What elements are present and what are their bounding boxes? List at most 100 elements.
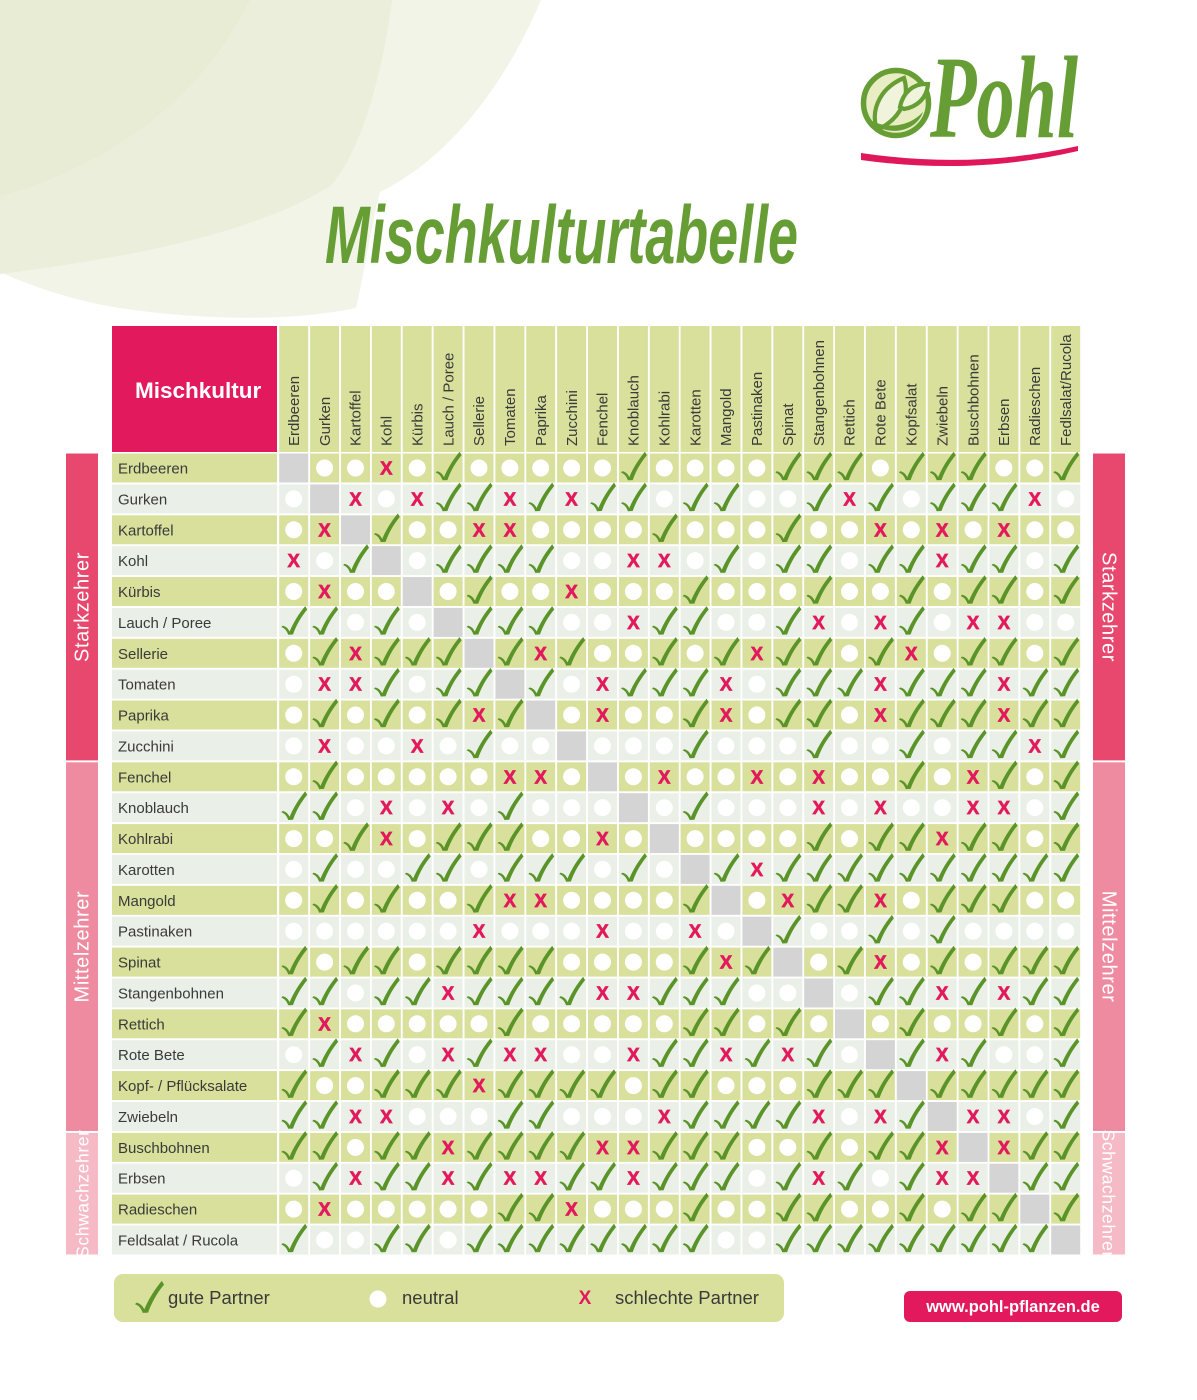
svg-text:X: X [874,519,887,540]
svg-text:Kohl: Kohl [379,416,396,446]
svg-text:X: X [535,890,548,911]
svg-text:X: X [874,952,887,973]
svg-text:X: X [380,1106,393,1127]
svg-text:Kopf- / Pflücksalate: Kopf- / Pflücksalate [118,1078,247,1095]
svg-text:X: X [596,674,609,695]
svg-text:X: X [380,797,393,818]
svg-text:X: X [936,1137,949,1158]
svg-text:X: X [936,519,949,540]
svg-text:X: X [627,1137,640,1158]
svg-text:Rettich: Rettich [842,399,859,446]
svg-text:X: X [874,797,887,818]
svg-text:Schwachzehrer: Schwachzehrer [73,1129,93,1257]
svg-text:X: X [998,519,1011,540]
svg-text:X: X [936,550,949,571]
svg-text:X: X [813,766,826,787]
svg-text:Spinat: Spinat [118,955,161,972]
svg-text:X: X [658,766,671,787]
svg-text:X: X [504,890,517,911]
svg-text:Radieschen: Radieschen [118,1202,197,1219]
svg-text:Pastinaken: Pastinaken [118,924,192,941]
svg-text:X: X [318,519,331,540]
svg-text:Kohlrabi: Kohlrabi [657,391,674,446]
svg-text:X: X [318,674,331,695]
svg-text:X: X [874,1106,887,1127]
svg-text:X: X [998,612,1011,633]
svg-text:X: X [596,705,609,726]
svg-text:Lauch / Poree: Lauch / Poree [440,353,457,446]
svg-text:X: X [967,766,980,787]
svg-text:Spinat: Spinat [780,403,797,446]
svg-text:X: X [473,1075,486,1096]
svg-text:X: X [720,1044,733,1065]
svg-text:X: X [349,1044,362,1065]
svg-text:X: X [874,674,887,695]
svg-text:X: X [967,612,980,633]
svg-text:X: X [998,1137,1011,1158]
svg-text:X: X [627,1168,640,1189]
svg-text:X: X [596,828,609,849]
svg-text:Starkzehrer: Starkzehrer [1098,552,1120,662]
svg-text:X: X [813,612,826,633]
svg-text:X: X [535,766,548,787]
svg-text:X: X [442,1137,455,1158]
svg-text:X: X [473,519,486,540]
svg-text:Mittelzehrer: Mittelzehrer [72,891,94,1003]
svg-text:X: X [874,890,887,911]
svg-text:X: X [751,643,764,664]
svg-text:X: X [874,612,887,633]
svg-text:Erdbeeren: Erdbeeren [118,461,188,478]
svg-text:X: X [504,519,517,540]
svg-text:Radieschen: Radieschen [1027,367,1044,446]
svg-text:Karotten: Karotten [687,389,704,446]
svg-text:X: X [998,983,1011,1004]
svg-text:Zucchini: Zucchini [564,390,581,446]
svg-text:www.pohl-pflanzen.de: www.pohl-pflanzen.de [925,1298,1100,1316]
svg-text:Fenchel: Fenchel [595,393,612,446]
svg-text:Tomaten: Tomaten [502,388,519,446]
svg-text:X: X [318,735,331,756]
svg-text:X: X [349,643,362,664]
svg-text:X: X [967,1168,980,1189]
svg-text:X: X [627,550,640,571]
svg-text:X: X [535,1044,548,1065]
svg-text:X: X [843,488,856,509]
svg-text:Zwiebeln: Zwiebeln [118,1109,178,1126]
svg-text:X: X [936,983,949,1004]
svg-text:Gurken: Gurken [317,397,334,446]
svg-text:Knoblauch: Knoblauch [118,800,189,817]
svg-text:X: X [998,797,1011,818]
svg-text:X: X [318,1013,331,1034]
svg-text:X: X [504,1168,517,1189]
svg-text:X: X [318,581,331,602]
svg-text:X: X [349,488,362,509]
svg-text:X: X [967,1106,980,1127]
svg-text:Lauch / Poree: Lauch / Poree [118,615,211,632]
svg-text:Kürbis: Kürbis [409,403,426,446]
svg-text:Starkzehrer: Starkzehrer [72,552,94,662]
svg-text:Gurken: Gurken [118,491,167,508]
svg-text:Kartoffel: Kartoffel [118,522,174,539]
svg-text:X: X [380,828,393,849]
svg-text:Stangenbohnen: Stangenbohnen [118,986,224,1003]
svg-text:Sellerie: Sellerie [118,646,168,663]
svg-text:X: X [936,828,949,849]
svg-text:X: X [504,766,517,787]
svg-text:Kohl: Kohl [118,553,148,570]
svg-text:Buschbohnen: Buschbohnen [965,354,982,446]
svg-text:X: X [905,643,918,664]
svg-text:X: X [998,1106,1011,1127]
svg-text:Kopfsalat: Kopfsalat [904,383,921,446]
svg-text:X: X [813,1168,826,1189]
svg-text:X: X [813,1106,826,1127]
svg-text:Karotten: Karotten [118,862,175,879]
svg-text:X: X [1029,488,1042,509]
svg-text:X: X [998,705,1011,726]
svg-text:Fedlsalat/Rucola: Fedlsalat/Rucola [1058,334,1075,446]
svg-text:Paprika: Paprika [118,708,170,725]
svg-text:neutral: neutral [402,1287,459,1308]
svg-text:Mangold: Mangold [718,388,735,446]
svg-text:X: X [627,983,640,1004]
svg-text:X: X [596,921,609,942]
svg-text:Erdbeeren: Erdbeeren [286,376,303,446]
